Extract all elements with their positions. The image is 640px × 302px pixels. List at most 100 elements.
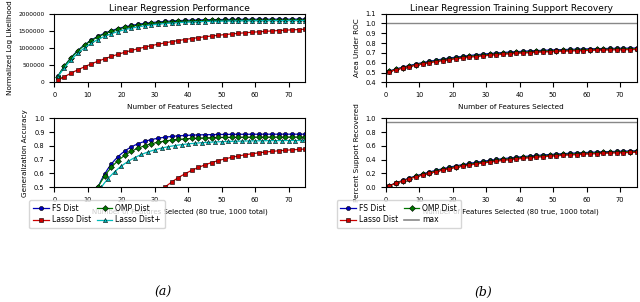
Lasso Dist [258, 30, 266, 33]
Lasso Dist [385, 184, 393, 188]
FS Dist [301, 132, 309, 136]
Line: Lasso Dist: Lasso Dist [387, 47, 639, 74]
Lasso Dist [178, 174, 186, 178]
Lasso Dist [606, 151, 614, 155]
Lasso Dist [168, 180, 175, 184]
max [385, 120, 393, 124]
FS Dist [606, 47, 614, 50]
FS Dist [405, 176, 413, 180]
Lasso Dist+ [74, 51, 82, 55]
Lasso Dist [268, 149, 276, 153]
X-axis label: Number of Features Selected (80 true, 1000 total): Number of Features Selected (80 true, 10… [424, 208, 599, 215]
Lasso Dist [295, 148, 303, 151]
max [382, 120, 390, 124]
Lasso Dist [583, 152, 591, 156]
OMP Dist [573, 152, 580, 156]
OMP Dist [579, 48, 587, 51]
Legend: FS Dist, Lasso Dist, OMP Dist, max: FS Dist, Lasso Dist, OMP Dist, max [337, 200, 461, 228]
Lasso Dist [258, 151, 266, 154]
FS Dist [583, 151, 591, 154]
Lasso Dist [589, 49, 597, 52]
X-axis label: Number of Features Selected: Number of Features Selected [458, 104, 564, 110]
FS Dist [157, 136, 165, 140]
Line: OMP Dist: OMP Dist [96, 135, 307, 189]
FS Dist [301, 17, 309, 21]
Lasso Dist [181, 172, 189, 176]
Line: OMP Dist: OMP Dist [387, 149, 639, 188]
Lasso Dist [255, 151, 262, 155]
Lasso Dist [211, 160, 219, 163]
FS Dist [606, 150, 614, 153]
Lasso Dist [54, 79, 61, 82]
Lasso Dist [288, 148, 296, 152]
FS Dist [275, 18, 282, 21]
Lasso Dist [275, 29, 282, 32]
Lasso Dist [285, 148, 292, 152]
Lasso Dist [292, 148, 300, 151]
FS Dist [151, 137, 159, 141]
Lasso Dist [405, 65, 413, 69]
Lasso Dist [164, 183, 172, 186]
Line: Lasso Dist: Lasso Dist [163, 147, 307, 189]
OMP Dist [405, 177, 413, 180]
Title: Linear Regression Training Support Recovery: Linear Regression Training Support Recov… [410, 4, 612, 13]
Lasso Dist [248, 152, 256, 156]
Lasso Dist [633, 48, 640, 51]
Line: FS Dist: FS Dist [96, 132, 307, 189]
OMP Dist [606, 47, 614, 51]
FS Dist [385, 184, 393, 188]
OMP Dist [385, 184, 393, 188]
Lasso Dist [191, 167, 199, 171]
OMP Dist [405, 64, 413, 68]
Line: Lasso Dist+: Lasso Dist+ [56, 18, 307, 79]
X-axis label: Number of Features Selected (80 true, 1000 total): Number of Features Selected (80 true, 10… [92, 208, 268, 215]
Lasso Dist [221, 157, 229, 161]
Lasso Dist [275, 149, 282, 153]
FS Dist [583, 47, 591, 51]
Lasso Dist [385, 70, 393, 73]
Lasso Dist+ [221, 140, 229, 143]
OMP Dist [157, 140, 165, 143]
OMP Dist [248, 18, 256, 22]
OMP Dist [633, 149, 640, 153]
Legend: FS Dist, Lasso Dist, OMP Dist, Lasso Dist+: FS Dist, Lasso Dist, OMP Dist, Lasso Dis… [29, 200, 164, 228]
FS Dist [252, 18, 259, 21]
FS Dist [248, 18, 256, 21]
FS Dist [258, 18, 266, 21]
OMP Dist [238, 135, 246, 139]
OMP Dist [633, 47, 640, 50]
OMP Dist [573, 48, 580, 52]
Lasso Dist [633, 150, 640, 154]
Lasso Dist+ [301, 19, 309, 22]
Lasso Dist [225, 156, 232, 160]
max [385, 22, 393, 25]
X-axis label: Number of Features Selected: Number of Features Selected [127, 104, 233, 110]
max [382, 22, 390, 25]
FS Dist [573, 151, 580, 155]
Text: (a): (a) [155, 286, 172, 299]
Lasso Dist [589, 152, 597, 156]
FS Dist [579, 47, 587, 51]
Lasso Dist+ [138, 153, 145, 156]
Line: Lasso Dist: Lasso Dist [387, 150, 639, 188]
Lasso Dist [298, 147, 306, 151]
Lasso Dist [171, 178, 179, 182]
Lasso Dist [235, 154, 243, 158]
Lasso Dist+ [301, 139, 309, 142]
OMP Dist [74, 49, 82, 53]
OMP Dist [252, 18, 259, 22]
Lasso Dist [265, 150, 273, 153]
FS Dist [241, 18, 249, 21]
Lasso Dist [228, 156, 236, 159]
FS Dist [94, 185, 102, 189]
Lasso Dist [271, 149, 279, 153]
Title: Linear Regression Performance: Linear Regression Performance [109, 4, 250, 13]
Lasso Dist [231, 155, 239, 159]
Lasso Dist+ [298, 139, 306, 142]
Y-axis label: Percent Support Recovered: Percent Support Recovered [354, 103, 360, 202]
Lasso Dist [248, 31, 256, 34]
Lasso Dist+ [114, 167, 122, 171]
Lasso Dist [218, 158, 225, 162]
OMP Dist [589, 48, 597, 51]
OMP Dist [589, 151, 597, 155]
